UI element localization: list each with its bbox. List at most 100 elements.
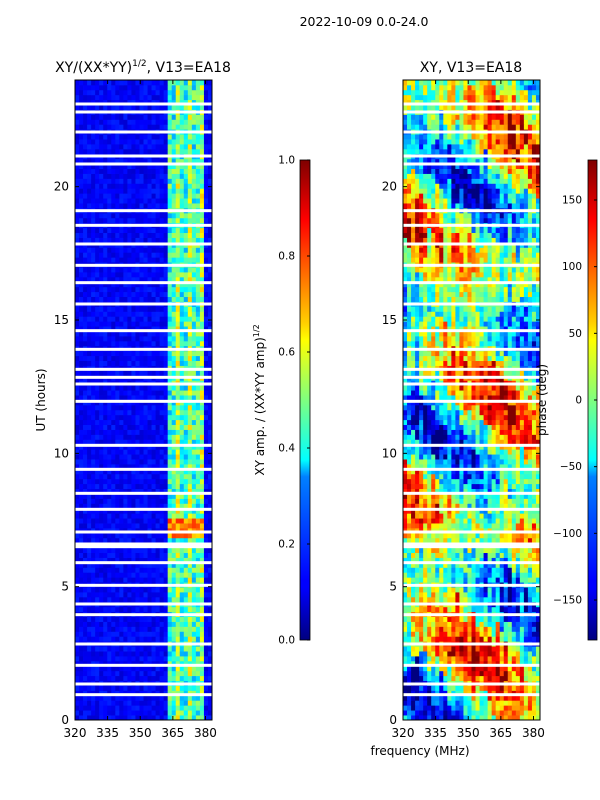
amp-heat-cell — [127, 532, 132, 539]
amp-heat-cell — [195, 419, 201, 426]
amp-heat-cell — [203, 567, 209, 573]
amp-heat-cell — [99, 326, 104, 332]
amp-heat-cell — [107, 715, 112, 721]
amp-heat-cell — [155, 567, 161, 573]
amp-heat-cell — [155, 572, 161, 578]
amp-heat-cell — [171, 203, 177, 209]
amp-heat-cell — [103, 715, 108, 721]
amp-heat-cell — [175, 326, 181, 332]
phase-heat-cell — [527, 700, 533, 706]
amp-heat-cell — [163, 454, 169, 460]
amp-heat-cell — [159, 276, 165, 283]
amp-heat-cell — [79, 340, 84, 347]
amp-heat-cell — [207, 670, 213, 677]
amp-heat-cell — [147, 537, 152, 544]
amp-heat-cell — [191, 80, 197, 86]
amp-heat-cell — [87, 311, 92, 317]
phase-heat-cell — [447, 715, 452, 721]
amp-title-main: XY/(XX*YY) — [55, 60, 132, 76]
amp-heat-cell — [143, 592, 148, 598]
amp-heat-cell — [79, 163, 84, 170]
amp-heat-cell — [207, 390, 213, 396]
phase-heat-cell — [487, 705, 493, 711]
amp-xtick-label: 350 — [129, 726, 152, 740]
amp-heat-cell — [155, 173, 161, 179]
amp-heat-cell — [147, 685, 152, 691]
amp-heat-cell — [143, 449, 148, 455]
amp-heat-cell — [99, 395, 104, 401]
amp-heat-cell — [143, 336, 148, 342]
amp-heat-cell — [95, 237, 100, 243]
amp-heat-cell — [135, 395, 140, 401]
phase-heat-cell — [519, 685, 525, 691]
amp-heat-cell — [75, 439, 80, 445]
amp-heat-cell — [159, 124, 165, 130]
amp-heat-cell — [79, 336, 84, 342]
amp-heat-cell — [191, 468, 197, 475]
amp-heat-cell — [147, 429, 152, 435]
amp-heat-cell — [95, 390, 100, 396]
amp-heat-cell — [99, 429, 104, 435]
amp-heat-cell — [199, 163, 205, 170]
amp-heat-cell — [115, 518, 120, 524]
amp-heat-cell — [99, 158, 104, 165]
amp-heat-cell — [75, 700, 80, 706]
amp-heat-cell — [203, 587, 209, 593]
amp-heat-cell — [187, 311, 193, 317]
amp-heat-cell — [151, 552, 156, 558]
amp-heat-cell — [195, 695, 201, 701]
amp-heat-cell — [171, 99, 177, 106]
amp-heat-cell — [159, 523, 165, 529]
amp-heat-cell — [207, 134, 213, 140]
amp-heat-cell — [199, 616, 205, 622]
amp-heat-cell — [83, 267, 88, 273]
amp-heat-cell — [167, 572, 173, 578]
amp-heat-cell — [87, 124, 92, 130]
amp-heat-cell — [151, 80, 156, 86]
amp-heat-cell — [159, 592, 165, 598]
amp-heat-cell — [111, 350, 116, 357]
amp-heat-cell — [123, 267, 128, 273]
amp-heat-cell — [95, 513, 100, 519]
amp-heat-cell — [107, 203, 112, 209]
amp-heat-cell — [163, 267, 169, 273]
amp-heat-cell — [95, 272, 100, 278]
amp-heat-cell — [183, 158, 189, 165]
amp-heat-cell — [115, 705, 120, 711]
amp-heat-cell — [151, 700, 156, 706]
amp-heat-cell — [147, 355, 152, 362]
amp-heat-cell — [131, 675, 136, 682]
amp-heat-cell — [203, 390, 209, 396]
amp-heat-cell — [135, 286, 140, 293]
amp-heat-cell — [83, 616, 88, 622]
amp-heat-cell — [159, 350, 165, 357]
phase-heat-cell — [451, 695, 456, 701]
amp-heat-cell — [135, 311, 140, 317]
amp-heat-cell — [99, 695, 104, 701]
amp-heat-cell — [75, 488, 80, 494]
amp-heat-cell — [155, 80, 161, 86]
amp-heat-cell — [143, 395, 148, 401]
amp-heat-cell — [79, 414, 84, 421]
amp-heat-cell — [159, 700, 165, 706]
amp-heat-cell — [139, 464, 144, 470]
amp-heat-cell — [183, 114, 189, 120]
amp-heat-cell — [147, 163, 152, 170]
amp-heat-cell — [175, 183, 181, 189]
amp-heat-cell — [163, 286, 169, 293]
phase-heat-cell — [467, 665, 472, 672]
amp-heat-cell — [119, 395, 124, 401]
amp-heat-cell — [163, 434, 169, 440]
phase-heat-cell — [483, 651, 489, 657]
amp-heat-cell — [159, 80, 165, 86]
amp-heat-cell — [115, 695, 120, 701]
amp-heat-cell — [119, 665, 124, 672]
amp-heat-cell — [183, 429, 189, 435]
amp-heat-cell — [195, 656, 201, 662]
amp-heat-cell — [107, 488, 112, 494]
amp-heat-cell — [127, 523, 132, 529]
amp-heat-cell — [99, 139, 104, 145]
amp-heat-cell — [179, 621, 185, 627]
amp-heat-cell — [199, 498, 205, 504]
phase-heat-cell — [427, 656, 432, 662]
